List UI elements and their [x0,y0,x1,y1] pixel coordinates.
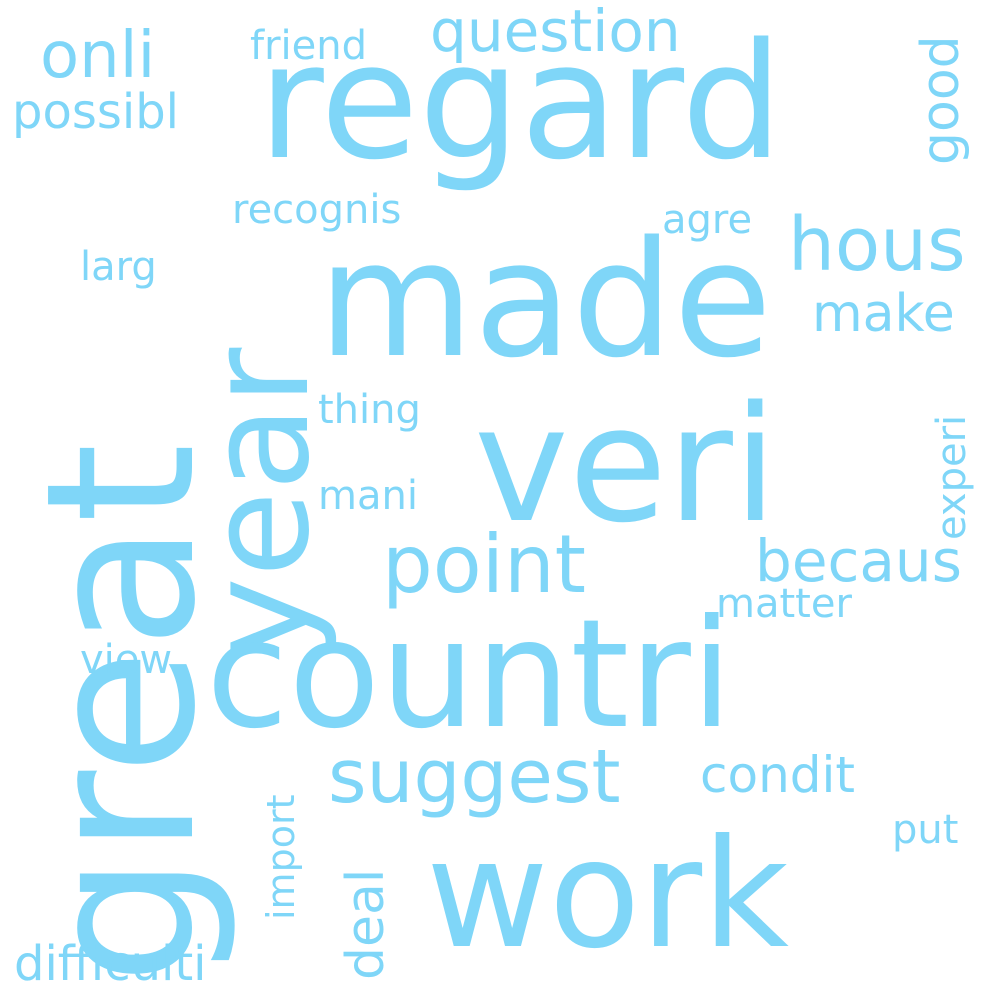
word-thing: thing [318,387,421,433]
word-recognis: recognis [232,187,402,233]
word-point: point [382,518,587,611]
word-deal: deal [336,868,396,980]
word-hous: hous [788,202,966,288]
word-make: make [812,284,955,344]
word-agre: agre [662,197,753,243]
word-condit: condit [700,746,856,804]
word-suggest: suggest [328,734,621,820]
word-friend: friend [250,23,367,69]
word-question: question [430,0,681,65]
word-difficulti: difficulti [14,936,207,992]
word-possibl: possibl [12,84,179,140]
word-put: put [892,807,959,853]
word-work: work [426,808,789,982]
word-good: good [911,35,971,165]
word-matter: matter [716,581,852,627]
word-countri: countri [206,588,733,762]
word-regard: regard [258,8,783,195]
word-mani: mani [318,473,418,519]
word-import: import [259,794,303,920]
word-larg: larg [80,244,157,290]
word-becaus: becaus [755,527,962,595]
word-onli: onli [40,19,156,93]
word-veri: veri [474,371,778,558]
word-made: made [318,206,772,393]
word-experi: experi [929,414,975,540]
word-view: view [80,637,173,683]
